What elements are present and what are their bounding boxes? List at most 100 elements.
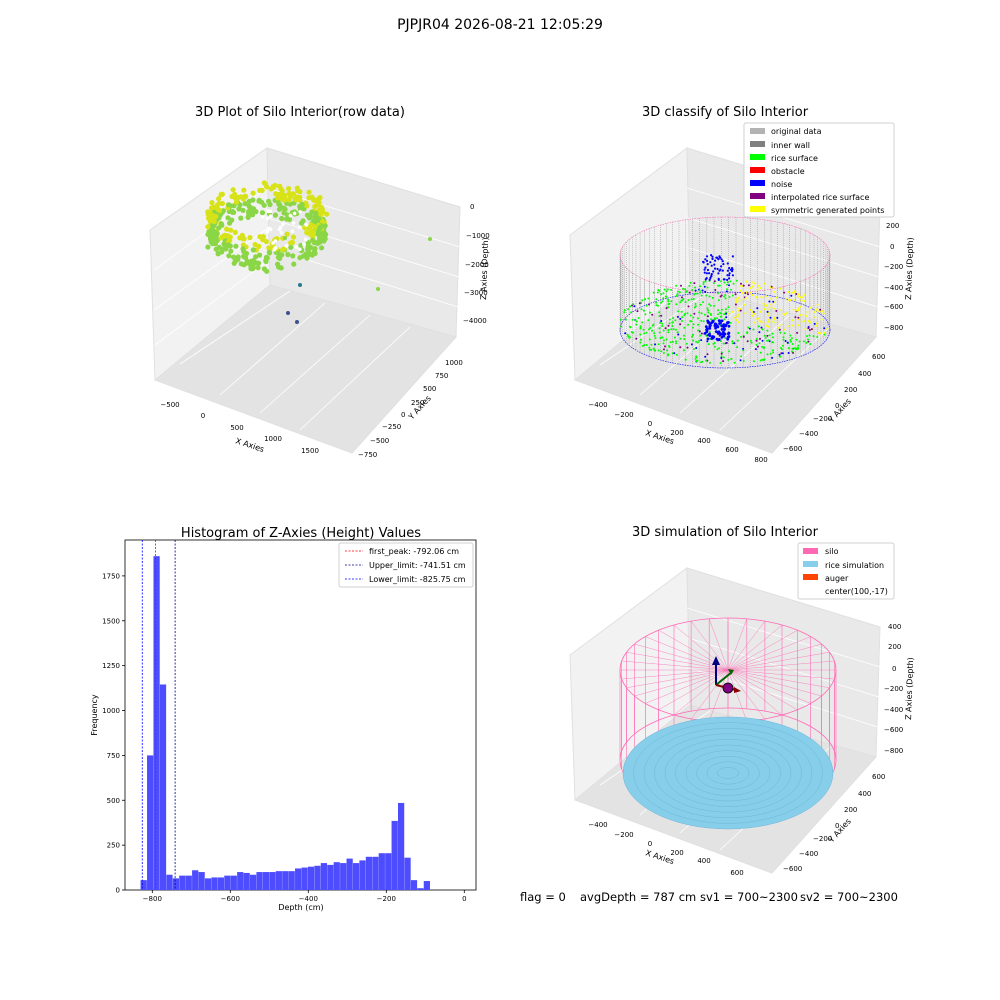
class-point	[803, 300, 806, 302]
class-point	[800, 320, 803, 323]
silo-spoke	[673, 669, 729, 716]
noise-point	[727, 324, 731, 328]
class-point	[723, 313, 726, 316]
noise-point	[711, 255, 714, 258]
mesh-ring	[717, 767, 739, 779]
y-tick-label: 1750	[102, 572, 120, 580]
class-point	[774, 321, 777, 324]
noise-point	[718, 322, 721, 325]
class-point	[648, 338, 651, 341]
status-avg-depth: avgDepth = 787 cm	[580, 890, 697, 904]
status-sv2: sv2 = 700~2300	[800, 890, 898, 904]
class-point	[704, 355, 707, 358]
histogram-bar	[249, 874, 257, 890]
y-axis-label: Frequency	[90, 694, 99, 736]
class-point	[762, 359, 765, 362]
class-point	[768, 334, 771, 337]
class-point	[679, 323, 682, 326]
silo-spoke	[727, 669, 783, 716]
class-point	[624, 332, 627, 335]
class-point	[757, 284, 760, 287]
class-point	[734, 293, 737, 296]
histogram-bar	[288, 871, 295, 890]
class-point	[735, 298, 738, 301]
mesh-ring	[696, 756, 760, 790]
x-tick-label: −200	[377, 895, 396, 903]
legend-swatch-rice-surface	[750, 154, 765, 160]
class-point	[704, 280, 707, 283]
class-point	[626, 333, 629, 336]
class-point	[764, 295, 767, 298]
class-point	[730, 288, 733, 291]
wall-ring	[619, 291, 831, 369]
raw-ring-points	[205, 180, 330, 274]
class-point	[707, 311, 710, 314]
class-point	[724, 342, 727, 345]
class-point	[661, 336, 664, 339]
raw-point	[216, 196, 222, 202]
raw-point	[241, 262, 247, 268]
class-point	[630, 311, 633, 314]
class-point	[809, 343, 812, 346]
class-point	[735, 301, 738, 304]
class-point	[700, 294, 703, 297]
class-point	[668, 346, 671, 349]
class-point	[687, 305, 690, 308]
class-point	[739, 289, 742, 292]
raw-point	[279, 215, 285, 222]
class-point	[658, 311, 661, 314]
noise-point	[728, 274, 731, 277]
class-point	[701, 360, 704, 363]
x-tick-label: 0	[462, 895, 466, 903]
histogram-bar	[230, 875, 237, 890]
raw-point	[226, 253, 232, 259]
histogram-bar	[359, 860, 366, 890]
class-point	[741, 292, 744, 294]
center-marker	[722, 682, 734, 694]
histogram-bar	[153, 556, 160, 890]
class-point	[641, 299, 644, 302]
z-tick-label: −1000	[466, 232, 490, 240]
class-point	[699, 303, 702, 306]
class-point	[784, 297, 787, 300]
legend-swatch-noise	[750, 180, 765, 186]
class-point	[797, 347, 800, 350]
class-point	[688, 291, 691, 294]
raw-point	[218, 212, 224, 218]
raw-point	[312, 224, 318, 230]
noise-point	[721, 269, 724, 272]
raw-point	[324, 211, 330, 217]
class-point	[740, 282, 742, 285]
raw-point	[290, 191, 296, 197]
class-point	[698, 330, 701, 333]
class-point	[810, 328, 813, 331]
raw-point	[226, 242, 232, 248]
y-axis-label: Y Axies	[826, 397, 853, 425]
class-point	[656, 291, 659, 294]
class-point	[782, 338, 785, 341]
silo-spoke	[727, 624, 783, 671]
plot-area	[124, 539, 477, 891]
chart-simulation: 3D simulation of Silo Interior −400 −200…	[569, 525, 915, 877]
histogram-bar	[217, 877, 225, 890]
legend-swatch-auger	[803, 574, 818, 580]
class-point	[643, 344, 646, 347]
class-point	[803, 293, 806, 296]
class-point	[820, 318, 823, 321]
class-point	[797, 307, 800, 310]
class-point	[756, 307, 759, 310]
class-point	[660, 293, 663, 296]
y-tick-label: 600	[872, 773, 885, 781]
class-point	[799, 305, 801, 308]
class-point	[655, 301, 658, 304]
class-point	[771, 349, 774, 352]
class-point	[740, 335, 743, 338]
histogram-bar	[172, 878, 180, 890]
class-point	[692, 348, 695, 350]
class-point	[794, 316, 797, 319]
histogram-bar	[301, 867, 308, 890]
y-tick-label: −600	[783, 865, 802, 873]
class-point	[632, 303, 635, 306]
raw-point	[215, 206, 221, 212]
y-axis-label: Y Axies	[826, 817, 853, 845]
